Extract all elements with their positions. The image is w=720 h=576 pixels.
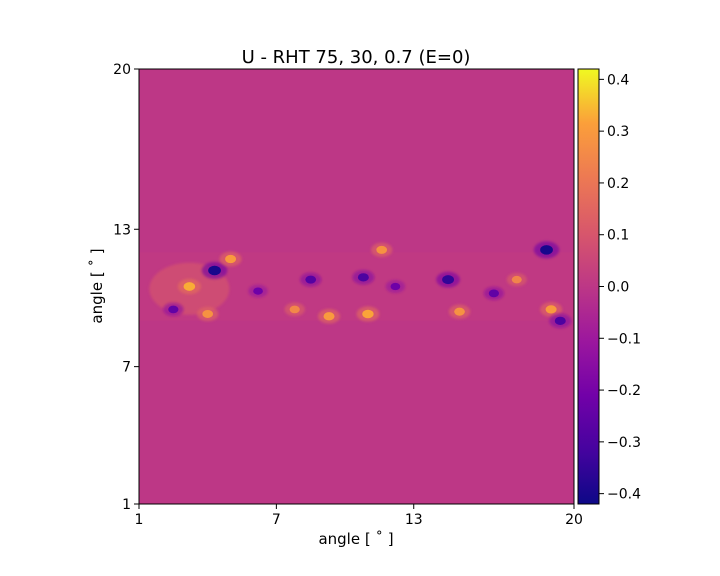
feature-core (545, 305, 557, 314)
feature-core (253, 287, 263, 295)
feature-core (454, 307, 465, 316)
feature-core (323, 312, 335, 321)
x-tick-label: 7 (272, 512, 281, 528)
feature-core (554, 316, 566, 325)
colorbar-tick-label: −0.1 (607, 331, 641, 347)
x-axis-label: angle [ ˚ ] (318, 530, 393, 548)
colorbar-tick-label: −0.3 (607, 435, 641, 451)
x-axis-ticks: 1 7 13 20 (135, 504, 583, 528)
colorbar-tick-label: 0.0 (607, 280, 629, 296)
y-tick-label: 20 (113, 62, 131, 78)
plot-frame (138, 68, 575, 505)
feature-core (289, 305, 300, 314)
colorbar-ticks: −0.4 −0.3 −0.2 −0.1 0.0 0.1 0.2 0.3 0.4 (599, 72, 641, 503)
plot-area (139, 69, 574, 504)
y-axis-label: angle [ ˚ ] (88, 248, 106, 323)
y-tick-label: 1 (122, 497, 131, 513)
colorbar-tick-label: −0.2 (607, 383, 641, 399)
colorbar-tick-label: 0.1 (607, 228, 629, 244)
y-tick-label: 7 (122, 360, 131, 376)
colorbar-tick-label: −0.4 (607, 487, 641, 503)
colorbar-tick-label: 0.2 (607, 176, 629, 192)
feature-core (183, 282, 196, 291)
heatmap-features (163, 241, 572, 329)
feature-core (357, 273, 369, 282)
feature-core (225, 254, 237, 264)
feature-core (168, 305, 179, 314)
feature-core (511, 275, 522, 284)
colorbar-tick-label: 0.3 (607, 124, 629, 140)
y-axis-ticks: 1 7 13 20 (113, 62, 139, 513)
colorbar-tick-label: 0.4 (607, 72, 629, 88)
feature-core (305, 275, 317, 284)
feature-core (202, 309, 214, 318)
feature-core (208, 265, 221, 276)
feature-core (376, 245, 388, 254)
feature-core (488, 289, 499, 298)
feature-core (362, 309, 374, 319)
x-tick-label: 20 (565, 512, 583, 528)
feature-core (442, 275, 455, 285)
x-tick-label: 13 (405, 512, 423, 528)
chart-title: U - RHT 75, 30, 0.7 (E=0) (242, 47, 471, 68)
colorbar-gradient (578, 69, 599, 504)
feature-core (540, 245, 553, 255)
feature-core (390, 282, 401, 291)
y-tick-label: 13 (113, 222, 131, 238)
colorbar: −0.4 −0.3 −0.2 −0.1 0.0 0.1 0.2 0.3 0.4 (577, 68, 641, 505)
x-tick-label: 1 (135, 512, 144, 528)
